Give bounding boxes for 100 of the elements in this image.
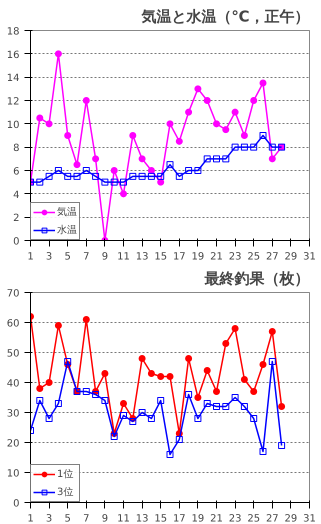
point [213, 403, 220, 410]
legend-label: 1位 [57, 468, 74, 481]
point [101, 397, 108, 404]
y-tick-label: 12 [6, 96, 20, 108]
x-tick-label: 7 [83, 514, 90, 524]
point [36, 385, 44, 392]
x-tick-label: 11 [117, 252, 130, 262]
point [64, 172, 72, 180]
point [74, 161, 80, 168]
point [120, 400, 127, 407]
point [194, 415, 202, 422]
point [232, 394, 239, 401]
legend-label: 気温 [57, 206, 77, 219]
point [250, 144, 258, 151]
point [185, 108, 192, 116]
x-tick-label: 29 [284, 252, 298, 262]
point [148, 167, 155, 174]
point [138, 409, 146, 416]
point [185, 355, 192, 362]
point [268, 155, 276, 162]
x-tick-label: 19 [192, 514, 204, 524]
point [110, 178, 118, 186]
point [232, 144, 239, 151]
x-tick-label: 3 [46, 514, 52, 524]
x-tick-label: 5 [64, 252, 71, 262]
y-tick-label: 4 [13, 190, 20, 201]
point [176, 138, 183, 145]
x-tick-label: 25 [247, 514, 260, 524]
point [260, 361, 266, 368]
point [64, 132, 72, 139]
point [46, 379, 53, 386]
x-tick-label: 25 [247, 252, 260, 262]
point [222, 403, 230, 410]
x-tick-label: 19 [192, 252, 204, 262]
y-tick-label: 0 [13, 498, 20, 510]
point [250, 415, 258, 422]
point [82, 167, 90, 174]
point [138, 172, 146, 180]
point [204, 400, 211, 407]
point [185, 391, 192, 398]
y-tick-label: 10 [6, 120, 20, 131]
point [213, 388, 220, 395]
legend-label: 3位 [57, 486, 74, 499]
x-tick-label: 11 [117, 514, 130, 524]
x-tick-label: 13 [136, 252, 148, 262]
x-tick-label: 21 [210, 514, 223, 524]
point [268, 328, 276, 335]
x-tick-label: 13 [136, 514, 148, 524]
x-tick-label: 31 [303, 514, 316, 524]
point [232, 108, 239, 116]
y-tick-label: 2 [13, 213, 20, 224]
x-tick-label: 31 [303, 252, 316, 262]
point [46, 415, 53, 422]
point [110, 433, 118, 440]
point [129, 172, 136, 180]
point [204, 367, 211, 374]
point [120, 190, 127, 198]
point [278, 442, 286, 449]
point [110, 167, 118, 174]
y-tick-label: 0 [13, 236, 20, 248]
point [260, 448, 266, 455]
point [194, 85, 202, 92]
point [82, 316, 90, 323]
point [120, 178, 127, 186]
x-tick-label: 17 [172, 514, 186, 524]
legend-label: 水温 [57, 224, 77, 237]
point [194, 167, 202, 174]
point [138, 155, 146, 162]
point [166, 161, 174, 168]
point [240, 403, 248, 410]
point [101, 370, 108, 377]
point [240, 132, 248, 139]
x-tick-label: 9 [102, 514, 108, 524]
x-tick-label: 23 [228, 252, 242, 262]
y-tick-label: 50 [6, 348, 20, 360]
y-tick-label: 6 [13, 166, 20, 178]
x-tick-label: 15 [154, 252, 168, 262]
point [240, 376, 248, 383]
point [213, 155, 220, 162]
x-tick-label: 15 [154, 514, 168, 524]
point [82, 97, 90, 104]
point [240, 144, 248, 151]
y-tick-label: 60 [6, 318, 20, 330]
x-tick-label: 7 [83, 252, 90, 262]
x-tick-label: 9 [102, 252, 108, 262]
point [157, 172, 164, 180]
point [120, 412, 127, 419]
point [222, 126, 230, 134]
y-tick-label: 20 [6, 438, 20, 450]
point [148, 370, 155, 377]
x-tick-label: 23 [228, 514, 242, 524]
x-tick-label: 21 [210, 252, 223, 262]
point [148, 415, 155, 422]
point [250, 388, 258, 395]
point [222, 155, 230, 162]
point [92, 155, 100, 162]
point [250, 97, 258, 104]
point [260, 132, 266, 139]
y-tick-label: 16 [6, 50, 20, 61]
point [138, 355, 146, 362]
